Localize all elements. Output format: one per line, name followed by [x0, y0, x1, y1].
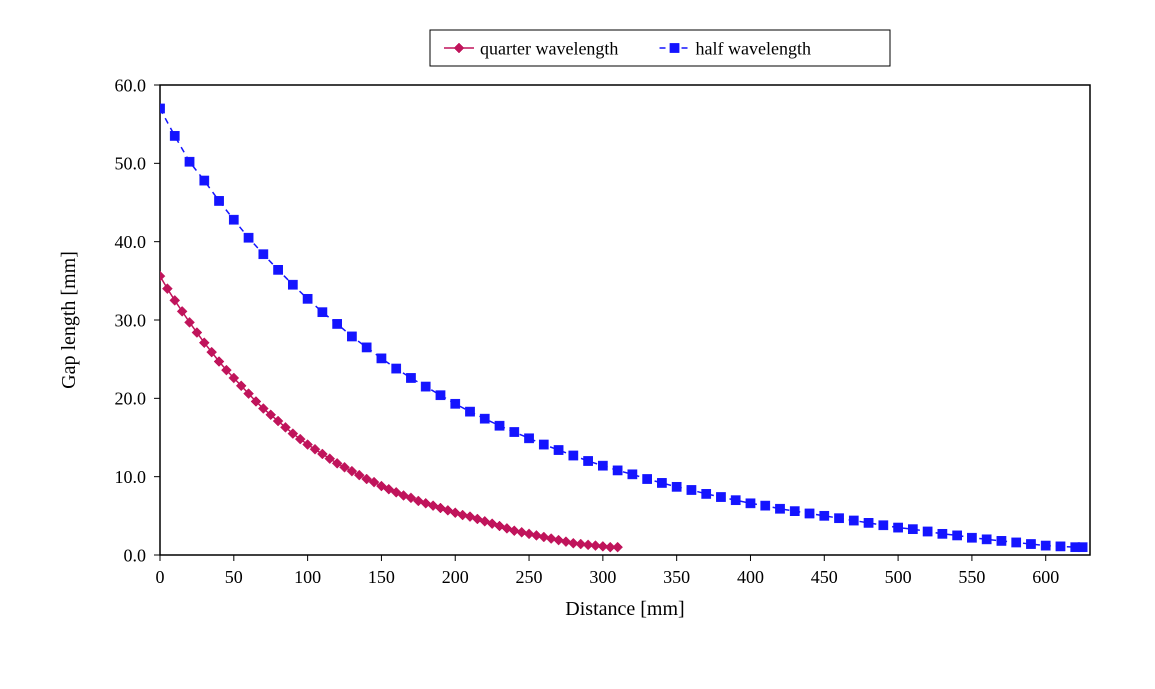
x-tick-label: 400 — [737, 567, 764, 587]
square-icon — [923, 527, 932, 536]
square-icon — [1026, 539, 1035, 548]
square-icon — [716, 492, 725, 501]
x-tick-label: 450 — [811, 567, 838, 587]
square-icon — [362, 343, 371, 352]
x-tick-label: 250 — [516, 567, 543, 587]
square-icon — [761, 501, 770, 510]
chart-svg: 0 50 100 150 200 250 300 350 400 450 500 550 600 0.0 1… — [0, 0, 1155, 689]
chart-container: 0 50 100 150 200 250 300 350 400 450 500 550 600 0.0 1… — [0, 0, 1155, 689]
x-tick-label: 600 — [1032, 567, 1059, 587]
square-icon — [480, 414, 489, 423]
square-icon — [569, 451, 578, 460]
square-icon — [672, 482, 681, 491]
square-icon — [421, 382, 430, 391]
square-icon — [185, 157, 194, 166]
legend-label: half wavelength — [696, 38, 811, 58]
square-icon — [1041, 541, 1050, 550]
y-axis-label: Gap length [mm] — [58, 251, 80, 389]
square-icon — [436, 391, 445, 400]
square-icon — [775, 504, 784, 513]
x-tick-label: 500 — [885, 567, 912, 587]
square-icon — [805, 509, 814, 518]
y-tick-label: 50.0 — [115, 154, 147, 174]
square-icon — [288, 280, 297, 289]
square-icon — [613, 466, 622, 475]
square-icon — [1078, 543, 1087, 552]
square-icon — [318, 308, 327, 317]
square-icon — [303, 294, 312, 303]
square-icon — [893, 523, 902, 532]
square-icon — [229, 215, 238, 224]
square-icon — [628, 470, 637, 479]
x-tick-label: 300 — [589, 567, 616, 587]
x-tick-label: 150 — [368, 567, 395, 587]
y-tick-label: 20.0 — [115, 389, 147, 409]
square-icon — [598, 461, 607, 470]
square-icon — [864, 518, 873, 527]
x-tick-label: 50 — [225, 567, 243, 587]
y-tick-label: 10.0 — [115, 467, 147, 487]
square-icon — [967, 533, 976, 542]
square-icon — [451, 399, 460, 408]
square-icon — [377, 354, 386, 363]
square-icon — [746, 499, 755, 508]
square-icon — [702, 489, 711, 498]
y-tick-label: 0.0 — [124, 545, 147, 565]
x-tick-label: 100 — [294, 567, 321, 587]
square-icon — [879, 521, 888, 530]
square-icon — [790, 507, 799, 516]
square-icon — [539, 440, 548, 449]
square-icon — [170, 131, 179, 140]
square-icon — [938, 529, 947, 538]
square-icon — [495, 421, 504, 430]
square-icon — [554, 445, 563, 454]
square-icon — [643, 474, 652, 483]
y-tick-label: 40.0 — [115, 232, 147, 252]
square-icon — [273, 265, 282, 274]
legend: quarter wavelength half wavelength — [430, 30, 890, 66]
square-icon — [834, 514, 843, 523]
square-icon — [510, 427, 519, 436]
square-icon — [406, 373, 415, 382]
y-tick-label: 60.0 — [115, 75, 147, 95]
square-icon — [465, 407, 474, 416]
square-icon — [524, 434, 533, 443]
x-tick-label: 0 — [156, 567, 165, 587]
square-icon — [953, 531, 962, 540]
square-icon — [849, 516, 858, 525]
legend-label: quarter wavelength — [480, 38, 618, 58]
square-icon — [392, 364, 401, 373]
square-icon — [583, 456, 592, 465]
square-icon — [820, 511, 829, 520]
x-axis-label: Distance [mm] — [565, 598, 684, 620]
x-tick-label: 350 — [663, 567, 690, 587]
square-icon — [347, 332, 356, 341]
square-icon — [731, 496, 740, 505]
y-tick-label: 30.0 — [115, 310, 147, 330]
square-icon — [997, 536, 1006, 545]
square-icon — [670, 43, 679, 52]
square-icon — [687, 485, 696, 494]
square-icon — [657, 478, 666, 487]
square-icon — [259, 250, 268, 259]
square-icon — [1056, 542, 1065, 551]
x-tick-label: 550 — [958, 567, 985, 587]
square-icon — [333, 319, 342, 328]
square-icon — [982, 535, 991, 544]
x-tick-label: 200 — [442, 567, 469, 587]
square-icon — [1012, 538, 1021, 547]
square-icon — [908, 525, 917, 534]
square-icon — [244, 233, 253, 242]
square-icon — [214, 196, 223, 205]
square-icon — [200, 176, 209, 185]
